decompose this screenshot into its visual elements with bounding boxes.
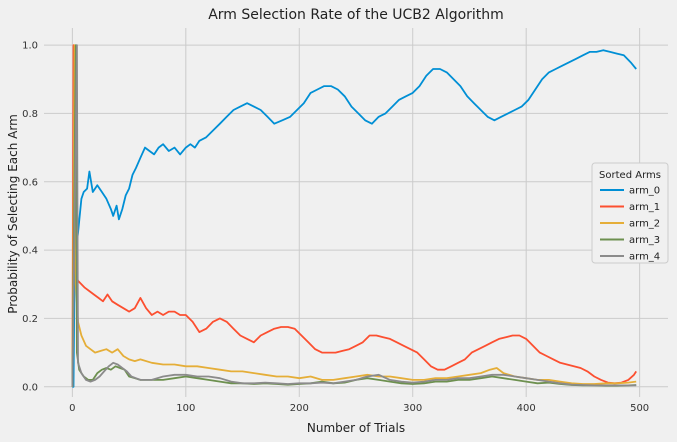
y-tick-label: 0.2 <box>22 314 38 325</box>
x-tick-label: 100 <box>176 403 195 414</box>
x-tick-label: 500 <box>630 403 649 414</box>
legend-entries: arm_0 arm_1 arm_2 arm_3 arm_4 <box>600 186 660 263</box>
legend-title: Sorted Arms <box>599 170 661 181</box>
y-tick-label: 0.8 <box>22 109 38 120</box>
x-tick-label: 0 <box>69 403 75 414</box>
legend: Sorted Arms arm_0 arm_1 arm_2 arm_3 arm_4 <box>591 162 669 264</box>
series-lines <box>71 44 637 388</box>
legend-label: arm_1 <box>629 202 660 213</box>
y-tick-label: 0.6 <box>22 177 38 188</box>
x-tick-label: 200 <box>290 403 309 414</box>
series-line-arm-1 <box>71 44 637 387</box>
legend-label: arm_4 <box>629 252 660 263</box>
series-line-arm-0 <box>72 49 637 388</box>
y-tick-label: 1.0 <box>22 41 38 52</box>
y-tick-labels: 0.0 0.2 0.4 0.6 0.8 1.0 <box>22 41 38 394</box>
series-line-arm-4 <box>71 44 637 387</box>
legend-label: arm_0 <box>629 186 660 197</box>
x-tick-label: 400 <box>517 403 536 414</box>
x-axis-label: Number of Trials <box>307 421 405 435</box>
chart-title: Arm Selection Rate of the UCB2 Algorithm <box>208 7 504 23</box>
x-tick-label: 300 <box>403 403 422 414</box>
y-tick-label: 0.4 <box>22 246 38 257</box>
legend-label: arm_2 <box>629 219 660 230</box>
legend-label: arm_3 <box>629 235 660 246</box>
y-axis-label: Probability of Selecting Each Arm <box>6 114 20 314</box>
y-tick-label: 0.0 <box>22 382 38 393</box>
legend-box <box>591 162 669 264</box>
x-tick-labels: 0 100 200 300 400 500 <box>69 403 649 414</box>
